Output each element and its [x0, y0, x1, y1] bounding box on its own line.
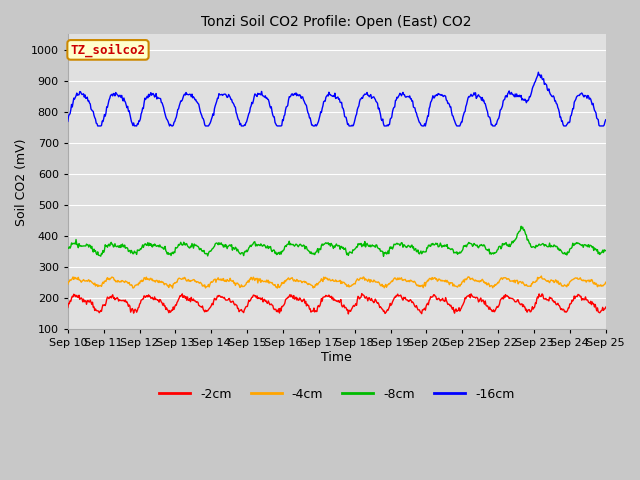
X-axis label: Time: Time — [321, 351, 352, 364]
Legend: -2cm, -4cm, -8cm, -16cm: -2cm, -4cm, -8cm, -16cm — [154, 383, 520, 406]
Title: Tonzi Soil CO2 Profile: Open (East) CO2: Tonzi Soil CO2 Profile: Open (East) CO2 — [202, 15, 472, 29]
Y-axis label: Soil CO2 (mV): Soil CO2 (mV) — [15, 138, 28, 226]
Text: TZ_soilco2: TZ_soilco2 — [70, 43, 145, 57]
